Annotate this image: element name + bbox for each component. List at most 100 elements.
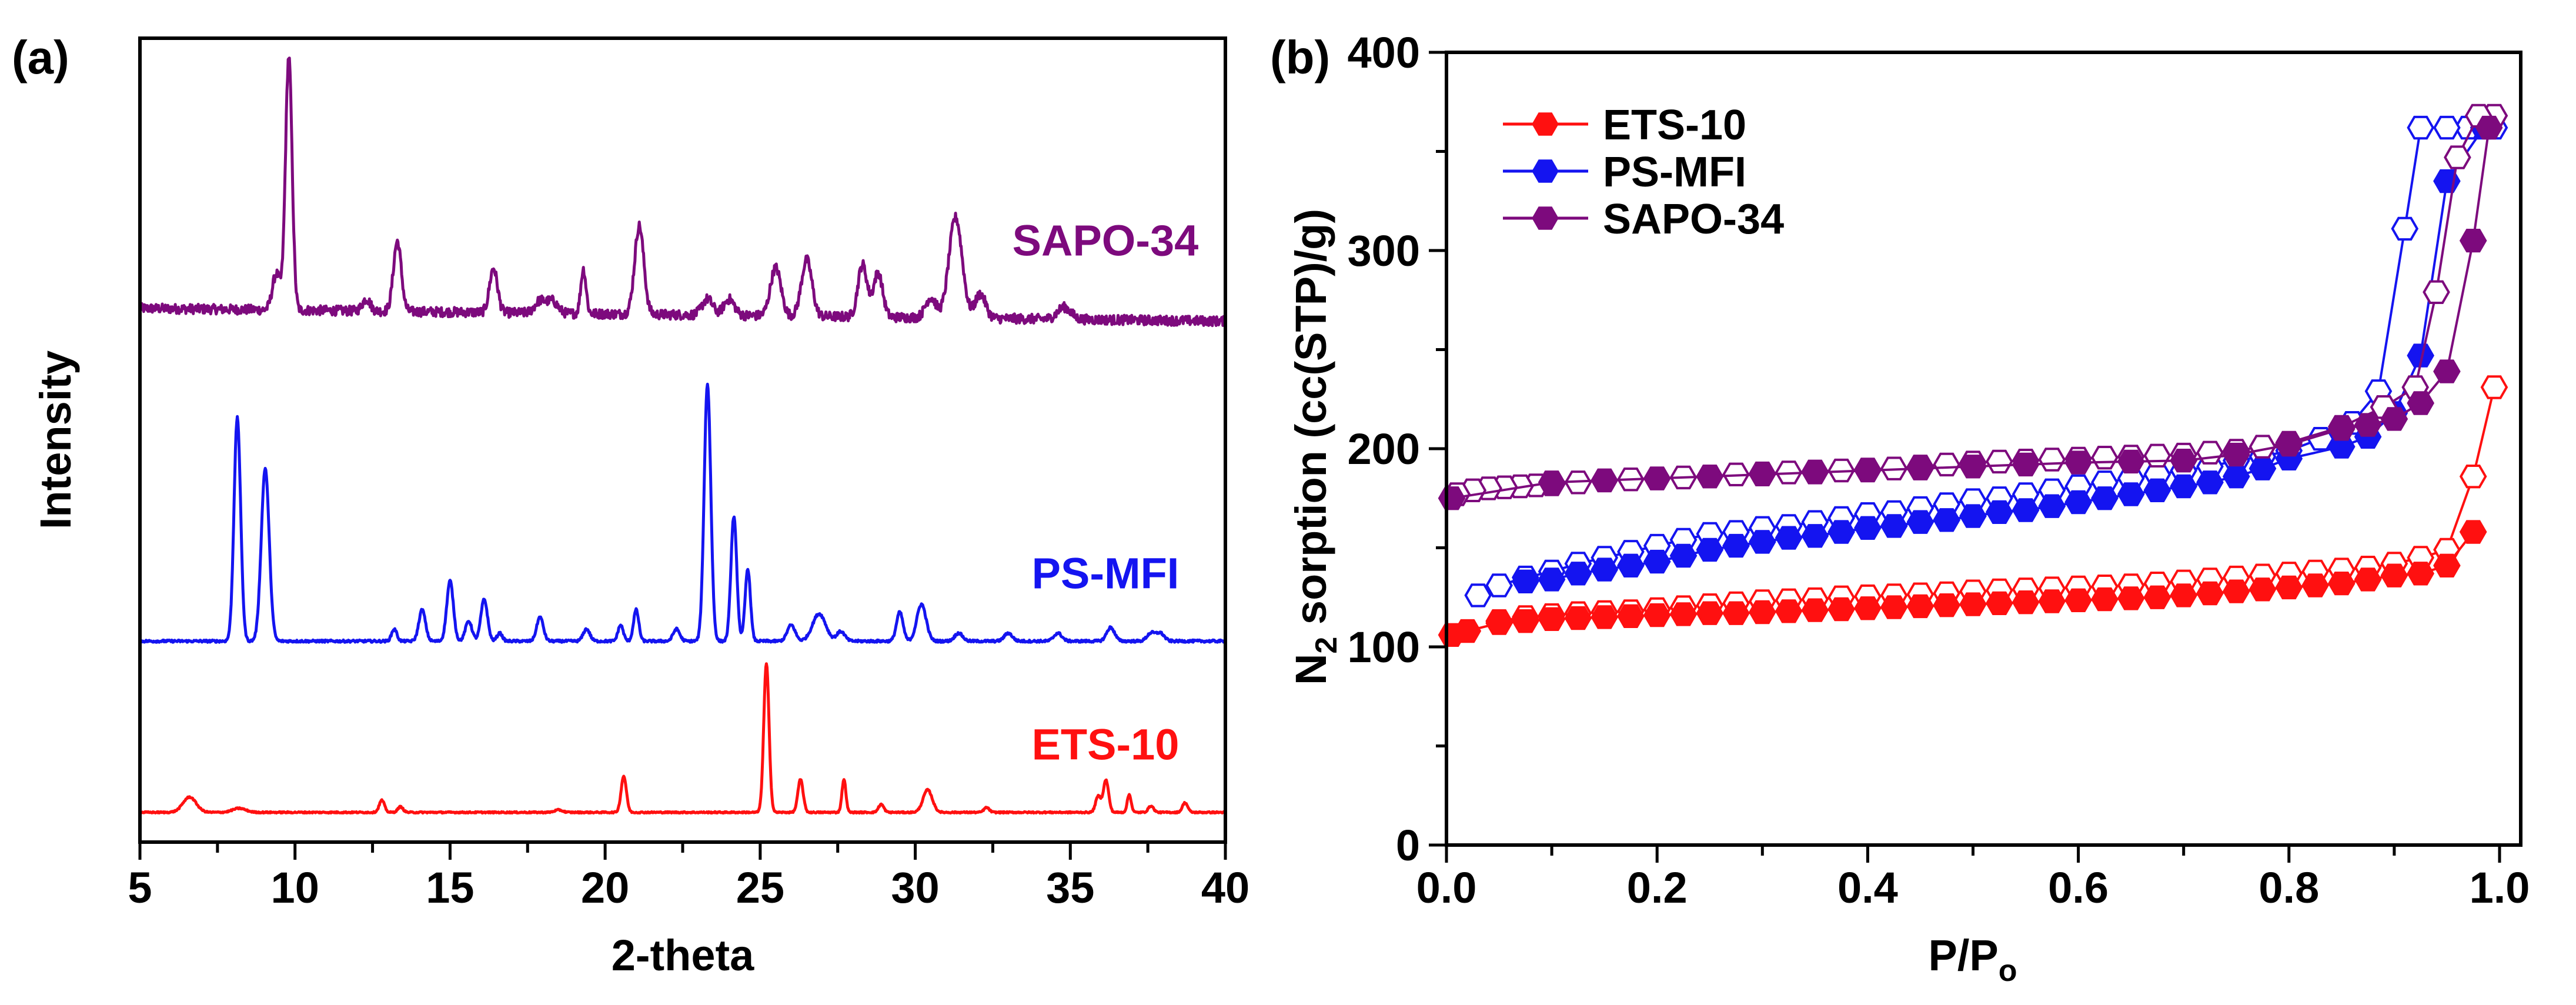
sapo-34-adsorption-point: [2459, 229, 2487, 253]
sapo-34-adsorption-point: [2354, 413, 2382, 437]
sapo-34-adsorption-point: [1538, 470, 1566, 495]
x-tick-label: 0.2: [1627, 863, 1688, 912]
legend-label-ets-10: ETS-10: [1603, 102, 1746, 149]
ets-10-adsorption-point: [1511, 609, 1539, 633]
ets-10-adsorption-point: [1827, 597, 1855, 622]
ps-mfi-adsorption-point: [2196, 470, 2224, 495]
ps-mfi-adsorption-point: [2248, 456, 2277, 480]
xrd-label-sapo-34: SAPO-34: [1013, 216, 1199, 265]
ps-mfi-adsorption-point: [1511, 569, 1539, 593]
ets-10-adsorption-point: [2433, 553, 2461, 577]
ps-mfi-adsorption-point: [1538, 567, 1566, 592]
sapo-34-adsorption-point: [1801, 460, 1829, 485]
ps-mfi-adsorption-point: [1696, 537, 1724, 562]
legend-marker-ets-10: [1532, 112, 1559, 136]
sapo-34-adsorption-point: [1643, 466, 1671, 490]
sapo-34-adsorption-point: [2475, 115, 2503, 140]
ets-10-adsorption-point: [1669, 602, 1698, 626]
ets-10-adsorption-point: [2064, 588, 2092, 612]
ets-10-adsorption-point: [1801, 598, 1829, 622]
ps-mfi-adsorption-point: [2091, 486, 2119, 510]
x-tick-label: 0.0: [1416, 863, 1477, 912]
ets-10-adsorption-point: [2301, 573, 2329, 597]
ets-10-adsorption-point: [1959, 592, 1987, 616]
ps-mfi-adsorption-point: [1748, 530, 1776, 554]
ets-10-adsorption-point: [2091, 587, 2119, 612]
ets-10-adsorption-point: [1485, 611, 1513, 635]
ps-mfi-desorption-point: [1485, 573, 1513, 597]
ps-mfi-adsorption-point: [2170, 474, 2198, 499]
panel-a-x-axis-label: 2-theta: [612, 931, 754, 980]
panel-b-x-axis-label: P/Po: [1928, 931, 2017, 988]
x-tick-label: 40: [1201, 863, 1249, 912]
sapo-34-adsorption-point: [1906, 456, 1934, 480]
x-tick-label: 0.8: [2258, 863, 2319, 912]
xrd-pattern-ets-10: [139, 662, 1227, 815]
ets-10-adsorption-point: [1696, 601, 1724, 625]
ps-mfi-adsorption-point: [1722, 533, 1750, 558]
x-tick-label: 30: [891, 863, 939, 912]
ps-mfi-adsorption-point: [2117, 482, 2145, 506]
ets-10-adsorption-point: [1906, 594, 1934, 619]
ps-mfi-adsorption-point: [2012, 498, 2040, 522]
sapo-34-adsorption-point: [1438, 486, 1466, 510]
sapo-34-desorption-point: [1985, 449, 2013, 474]
ets-10-adsorption-point: [2196, 581, 2224, 606]
ps-mfi-adsorption-point: [1854, 516, 1882, 540]
ets-10-adsorption-point: [1985, 591, 2013, 615]
ps-mfi-adsorption-point: [1933, 508, 1961, 532]
y-label-pre: N: [1287, 654, 1335, 685]
ps-mfi-adsorption-point: [2407, 343, 2435, 368]
x-tick-label: 10: [271, 863, 319, 912]
ps-mfi-adsorption-point: [1775, 526, 1803, 550]
ets-10-adsorption-point: [1933, 593, 1961, 617]
x-tick-label: 25: [736, 863, 784, 912]
ets-10-adsorption-point: [2117, 586, 2145, 610]
ps-mfi-adsorption-point: [1643, 549, 1671, 574]
y-tick-label: 0: [1396, 821, 1420, 870]
sapo-34-adsorption-point: [1748, 462, 1776, 486]
ets-10-adsorption-point: [2275, 575, 2303, 600]
x-tick-label: 15: [426, 863, 474, 912]
ets-10-adsorption-point: [1722, 601, 1750, 625]
legend-marker-sapo-34: [1532, 206, 1559, 230]
ps-mfi-adsorption-point: [1959, 504, 1987, 528]
sapo-34-adsorption-point: [2433, 359, 2461, 383]
ps-mfi-adsorption-point: [1617, 553, 1645, 577]
xrd-pattern-ps-mfi: [138, 382, 1227, 644]
sapo-34-adsorption-point: [2117, 449, 2145, 474]
ets-10-adsorption-point: [1643, 603, 1671, 627]
ets-10-adsorption-point: [2038, 589, 2066, 613]
x-tick-label: 1.0: [2470, 863, 2530, 912]
ps-mfi-adsorption-point: [1985, 500, 2013, 524]
ets-10-desorption-point: [2459, 465, 2487, 489]
y-tick-label: 400: [1348, 28, 1420, 77]
sapo-34-adsorption-point: [1959, 455, 1987, 479]
ps-mfi-adsorption-point: [1801, 524, 1829, 548]
ets-10-adsorption-point: [2143, 585, 2171, 609]
ets-10-adsorption-point: [2407, 562, 2435, 586]
sapo-34-desorption-point: [2038, 448, 2066, 472]
sapo-34-desorption-point: [2196, 440, 2224, 465]
sapo-34-desorption-point: [2143, 443, 2171, 468]
legend-marker-ps-mfi: [1532, 159, 1559, 183]
y-label-subscript: 2: [1309, 637, 1344, 654]
ps-mfi-desorption-point: [2407, 115, 2435, 140]
ets-10-adsorption-point: [2012, 590, 2040, 615]
x-label-subscript: o: [1999, 954, 2017, 988]
ets-10-adsorption-point: [2327, 572, 2356, 596]
x-tick-label: 5: [128, 863, 152, 912]
sapo-34-adsorption-point: [2275, 433, 2303, 457]
x-tick-label: 0.6: [2048, 863, 2109, 912]
ps-mfi-adsorption-point: [1669, 543, 1698, 568]
ps-mfi-adsorption-point: [1591, 557, 1619, 582]
xrd-pattern-sapo-34: [138, 56, 1227, 328]
ets-10-desorption-point: [2480, 375, 2508, 399]
panel-b-label: (b): [1270, 31, 1330, 84]
ets-10-adsorption-point: [2248, 577, 2277, 602]
ps-mfi-adsorption-point: [2143, 478, 2171, 502]
ets-10-adsorption-point: [1538, 607, 1566, 631]
y-label-post: sorption (cc(STP)/g): [1287, 209, 1335, 637]
ets-10-adsorption-point: [2380, 563, 2408, 587]
